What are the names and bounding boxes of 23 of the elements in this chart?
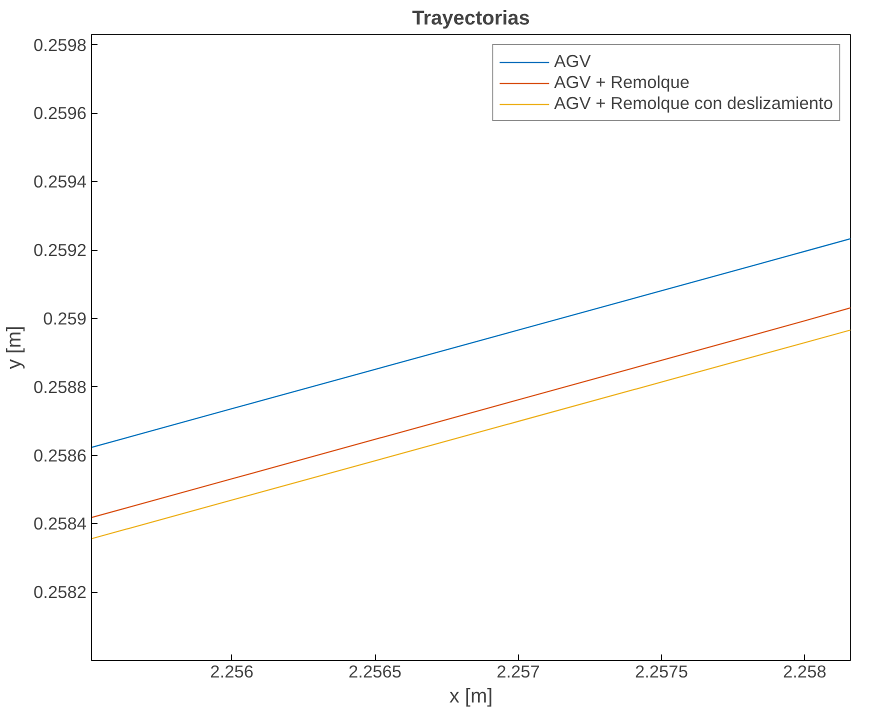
y-axis-title: y [m] [4,326,26,370]
x-tick-label: 2.257 [496,662,540,682]
line-series [92,329,850,540]
chart-title: Trayectorias [412,8,530,30]
y-tick-label: 0.259 [43,308,87,328]
x-tick-label: 2.258 [782,662,826,682]
y-tick-label: 0.2586 [34,445,86,466]
legend-label: AGV + Remolque con deslizamiento [554,93,833,114]
legend-label: AGV + Remolque [554,72,690,93]
y-tick-label: 0.2592 [34,240,86,260]
x-tick-label: 2.2565 [348,662,402,682]
x-axis-title: x [m] [449,686,493,708]
x-tick-label: 2.256 [210,662,254,682]
y-tick-label: 0.2584 [34,514,87,534]
y-tick-label: 0.2596 [34,103,86,124]
y-tick-label: 0.2582 [34,582,86,602]
line-series [92,238,850,448]
x-tick-label: 2.2575 [634,662,688,682]
legend-label: AGV [554,51,591,72]
y-tick-label: 0.2594 [34,172,87,192]
y-tick-label: 0.2588 [34,376,86,397]
y-tick-label: 0.2598 [34,34,86,55]
line-series [92,307,850,518]
